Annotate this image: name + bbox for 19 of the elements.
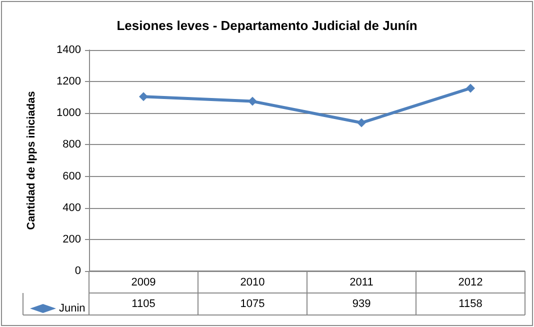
y-tick-label: 1400: [56, 44, 81, 56]
data-label: 1075: [240, 298, 265, 310]
y-tick-label: 0: [74, 265, 81, 277]
y-tick-label: 1200: [56, 76, 81, 88]
y-tick-label: 400: [62, 202, 81, 214]
data-label: 1105: [132, 298, 156, 310]
data-label: 939: [352, 298, 371, 310]
x-tick-label: 2009: [131, 276, 156, 288]
x-tick-label: 2010: [240, 276, 265, 288]
y-tick-label: 1000: [56, 107, 81, 120]
y-tick-label: 800: [62, 138, 81, 151]
data-label: 1158: [458, 298, 482, 310]
y-tick-label: 600: [62, 170, 81, 182]
x-tick-label: 2011: [350, 276, 374, 288]
legend-label: Junin: [59, 302, 86, 314]
y-tick-label: 200: [62, 233, 81, 246]
y-axis-title: Cantidad de Ipps iniciadas: [26, 91, 38, 230]
chart-title: Lesiones leves - Departamento Judicial de Junín: [116, 18, 418, 33]
x-tick-label: 2012: [458, 276, 483, 288]
